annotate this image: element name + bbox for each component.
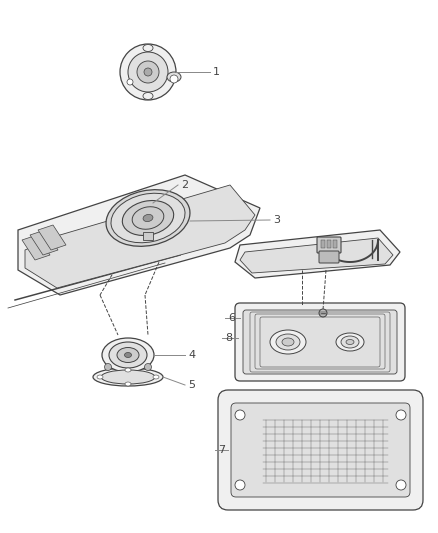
Polygon shape xyxy=(25,185,255,288)
Ellipse shape xyxy=(346,340,354,344)
Text: 3: 3 xyxy=(273,215,280,225)
FancyBboxPatch shape xyxy=(218,390,423,510)
FancyBboxPatch shape xyxy=(243,310,397,374)
Polygon shape xyxy=(38,225,66,250)
Bar xyxy=(333,240,337,248)
Circle shape xyxy=(235,480,245,490)
Ellipse shape xyxy=(124,352,131,358)
Ellipse shape xyxy=(106,190,190,246)
Text: 1: 1 xyxy=(213,67,220,77)
Circle shape xyxy=(319,309,327,317)
Polygon shape xyxy=(18,175,260,295)
FancyBboxPatch shape xyxy=(231,403,410,497)
Ellipse shape xyxy=(125,368,131,372)
Ellipse shape xyxy=(101,370,155,384)
Polygon shape xyxy=(235,230,400,278)
Polygon shape xyxy=(22,235,50,260)
Circle shape xyxy=(127,79,133,85)
Ellipse shape xyxy=(153,375,159,379)
Polygon shape xyxy=(30,230,58,255)
Circle shape xyxy=(396,410,406,420)
Ellipse shape xyxy=(97,375,103,379)
Ellipse shape xyxy=(125,382,131,386)
Circle shape xyxy=(170,75,178,83)
Ellipse shape xyxy=(132,207,164,229)
Ellipse shape xyxy=(341,336,359,348)
Text: 4: 4 xyxy=(188,350,195,360)
Circle shape xyxy=(105,364,112,370)
Ellipse shape xyxy=(167,72,181,82)
Ellipse shape xyxy=(143,44,153,52)
Ellipse shape xyxy=(336,333,364,351)
Ellipse shape xyxy=(143,93,153,100)
Bar xyxy=(327,240,331,248)
Circle shape xyxy=(396,480,406,490)
Bar xyxy=(143,232,153,240)
Ellipse shape xyxy=(270,330,306,354)
Ellipse shape xyxy=(111,193,185,243)
Circle shape xyxy=(120,44,176,100)
Bar xyxy=(321,240,325,248)
Circle shape xyxy=(128,52,168,92)
Ellipse shape xyxy=(276,334,300,350)
FancyBboxPatch shape xyxy=(317,237,341,253)
Ellipse shape xyxy=(122,200,174,236)
Circle shape xyxy=(145,364,152,370)
Ellipse shape xyxy=(117,348,139,362)
Polygon shape xyxy=(240,238,393,273)
Ellipse shape xyxy=(143,214,153,222)
Circle shape xyxy=(235,410,245,420)
FancyBboxPatch shape xyxy=(235,303,405,381)
Ellipse shape xyxy=(109,342,147,368)
Text: 2: 2 xyxy=(181,180,188,190)
Text: 8: 8 xyxy=(225,333,232,343)
Text: 7: 7 xyxy=(218,445,225,455)
Circle shape xyxy=(144,68,152,76)
Text: 6: 6 xyxy=(228,313,235,323)
Text: 5: 5 xyxy=(188,380,195,390)
Ellipse shape xyxy=(93,368,163,386)
Ellipse shape xyxy=(282,338,294,346)
FancyBboxPatch shape xyxy=(319,251,339,263)
Circle shape xyxy=(137,61,159,83)
Ellipse shape xyxy=(102,338,154,372)
